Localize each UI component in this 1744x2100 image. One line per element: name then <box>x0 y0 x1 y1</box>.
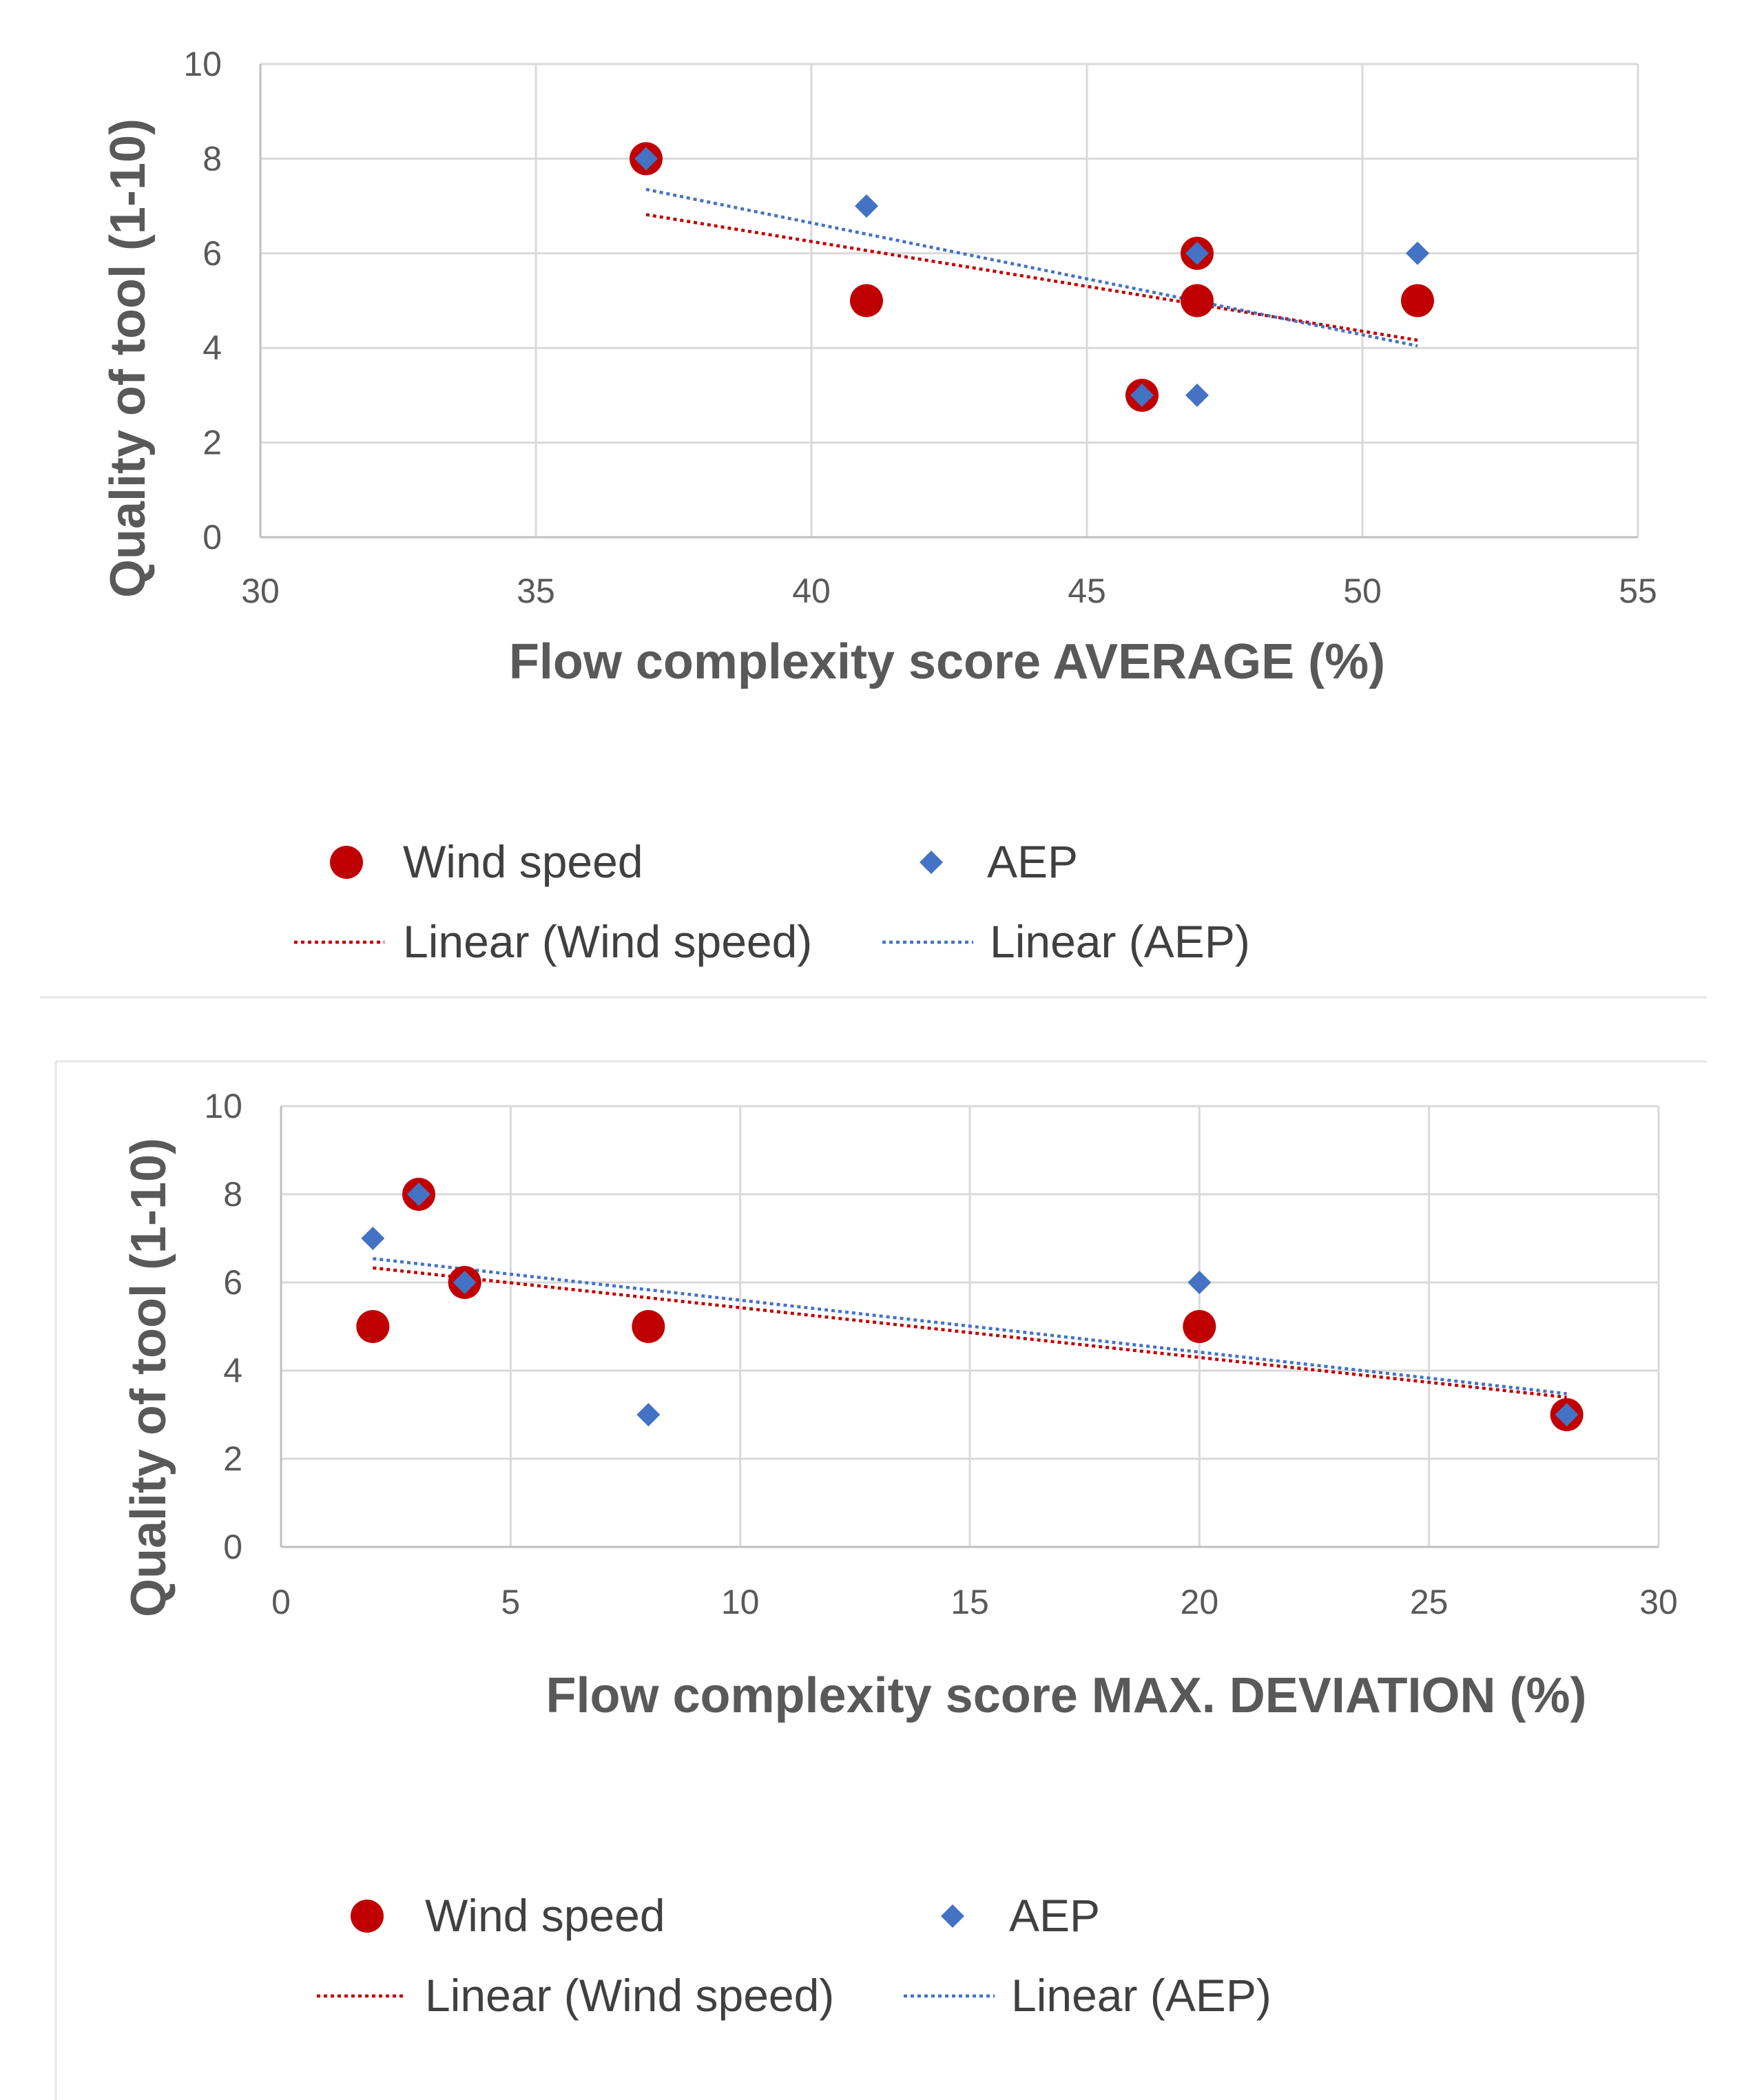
x-tick-label: 15 <box>951 1583 989 1621</box>
aep-point <box>855 194 878 218</box>
aep-point <box>1185 241 1209 265</box>
x-tick-label: 55 <box>1619 572 1657 610</box>
aep-point <box>453 1271 477 1294</box>
chart-average: 0 2 4 6 8 10 30 35 40 45 50 55 Quality of tool (1-… <box>40 45 1707 999</box>
legend-aep: AEP <box>920 836 1078 887</box>
x-tick-label: 40 <box>792 572 831 610</box>
aep-point <box>1130 383 1154 407</box>
x-tick-label: 35 <box>517 572 555 610</box>
aep-point <box>1185 383 1209 407</box>
chart-max-deviation: 0 2 4 6 8 10 0 5 10 15 20 25 30 Quality of tool (1-… <box>54 1060 1707 2100</box>
x-tick-label: 50 <box>1343 572 1382 610</box>
legend-linear-wind-speed: Linear (Wind speed) <box>294 916 812 967</box>
chart-max-deviation-x-axis-title: Flow complexity score MAX. DEVIATION (%) <box>546 1668 1587 1723</box>
y-tick-label: 8 <box>203 139 222 178</box>
legend-aep-marker <box>920 851 943 874</box>
x-tick-label: 25 <box>1410 1583 1449 1621</box>
chart-max-deviation-points <box>356 1178 1584 1431</box>
legend-wind-speed-marker <box>330 846 363 879</box>
y-tick-label: 10 <box>183 45 222 83</box>
chart-max-deviation-trendlines <box>373 1257 1567 1399</box>
chart-average-x-axis-title: Flow complexity score AVERAGE (%) <box>509 634 1385 689</box>
aep-point <box>634 147 658 171</box>
x-tick-label: 5 <box>501 1583 520 1621</box>
chart-average-grid <box>260 63 1639 537</box>
legend-aep-label: AEP <box>1009 1890 1100 1941</box>
wind-speed-point <box>1181 284 1214 318</box>
wind-speed-point <box>632 1310 665 1343</box>
chart-max-deviation-x-ticks: 0 5 10 15 20 25 30 <box>271 1583 1678 1621</box>
aep-point <box>1555 1403 1579 1426</box>
legend-linear-aep-label: Linear (AEP) <box>990 916 1250 967</box>
trendline-aep <box>373 1257 1567 1395</box>
legend-linear-aep: Linear (AEP) <box>904 1970 1271 2021</box>
x-tick-label: 10 <box>721 1583 760 1621</box>
chart-average-trendlines <box>645 187 1418 348</box>
chart-average-x-ticks: 30 35 40 45 50 55 <box>241 572 1657 610</box>
legend-linear-aep-label: Linear (AEP) <box>1011 1970 1271 2021</box>
aep-point <box>361 1227 385 1250</box>
chart-average-y-ticks: 0 2 4 6 8 10 <box>183 45 222 557</box>
aep-point <box>1406 241 1429 265</box>
legend-aep-marker <box>941 1904 964 1928</box>
legend-wind-speed-marker <box>351 1900 384 1933</box>
chart-max-deviation-axes <box>280 1106 1659 1548</box>
y-tick-label: 0 <box>203 518 222 557</box>
legend-wind-speed: Wind speed <box>351 1890 665 1941</box>
legend-wind-speed: Wind speed <box>330 836 643 887</box>
legend-wind-speed-label: Wind speed <box>425 1890 665 1941</box>
y-tick-label: 2 <box>203 424 222 462</box>
legend-aep: AEP <box>941 1890 1100 1941</box>
chart-max-deviation-legend: Wind speed AEP Linear (Wind speed) Linea… <box>317 1890 1271 2021</box>
chart-max-deviation-y-ticks: 0 2 4 6 8 10 <box>204 1087 242 1566</box>
trendline-aep <box>645 187 1418 348</box>
aep-point <box>1187 1271 1212 1294</box>
chart-max-deviation-y-axis-title: Quality of tool (1-10) <box>121 1138 176 1617</box>
aep-point <box>407 1183 430 1206</box>
aep-point <box>636 1403 661 1426</box>
y-tick-label: 4 <box>223 1351 242 1390</box>
x-tick-label: 30 <box>1639 1583 1678 1621</box>
x-tick-label: 20 <box>1181 1583 1219 1621</box>
wind-speed-point <box>850 284 883 318</box>
wind-speed-point <box>1183 1310 1216 1343</box>
y-tick-label: 6 <box>223 1263 242 1302</box>
y-tick-label: 10 <box>204 1087 242 1125</box>
chart-average-y-axis-title: Quality of tool (1-10) <box>101 118 156 598</box>
y-tick-label: 2 <box>223 1439 242 1478</box>
chart-average-axes <box>259 64 1638 539</box>
legend-linear-wind-speed: Linear (Wind speed) <box>317 1970 834 2021</box>
legend-linear-wind-speed-label: Linear (Wind speed) <box>403 916 812 967</box>
chart-average-points <box>630 142 1434 412</box>
trendline-wind-speed <box>373 1266 1567 1399</box>
chart-average-legend: Wind speed AEP Linear (Wind speed) Linea… <box>294 836 1250 967</box>
legend-linear-wind-speed-label: Linear (Wind speed) <box>425 1970 834 2021</box>
x-tick-label: 0 <box>271 1583 291 1621</box>
y-tick-label: 6 <box>203 234 222 273</box>
x-tick-label: 30 <box>241 572 280 610</box>
y-tick-label: 4 <box>203 329 222 367</box>
x-tick-label: 45 <box>1068 572 1106 610</box>
y-tick-label: 8 <box>223 1175 242 1214</box>
legend-linear-aep: Linear (AEP) <box>882 916 1250 967</box>
legend-aep-label: AEP <box>987 836 1078 887</box>
y-tick-label: 0 <box>223 1528 242 1566</box>
wind-speed-point <box>356 1310 390 1343</box>
wind-speed-point <box>1401 284 1434 318</box>
legend-wind-speed-label: Wind speed <box>403 836 643 887</box>
